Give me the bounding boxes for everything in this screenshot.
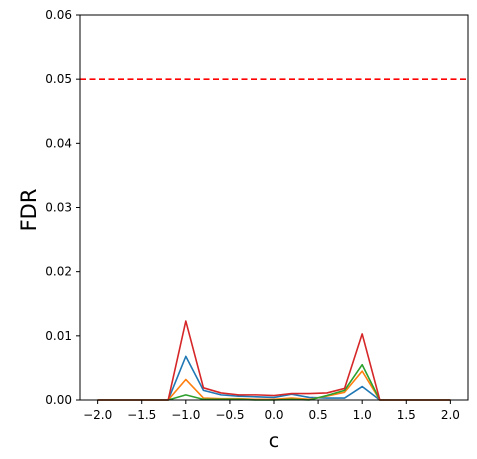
y-tick-label: 0.06 <box>45 8 72 22</box>
x-axis-ticks: −2.0 −1.5 −1.0 −0.5 0.0 0.5 1.0 1.5 2.0 <box>83 400 460 422</box>
y-tick-label: 0.01 <box>45 329 72 343</box>
x-tick-label: 0.5 <box>309 408 328 422</box>
y-tick-label: 0.04 <box>45 136 72 150</box>
x-axis-label: c <box>269 430 279 452</box>
y-tick-label: 0.03 <box>45 201 72 215</box>
plot-frame <box>79 14 469 401</box>
plot-layer <box>80 78 468 401</box>
x-tick-label: 2.0 <box>441 408 460 422</box>
y-axis-label: FDR <box>17 189 41 232</box>
x-tick-label: −1.5 <box>127 408 156 422</box>
series-line-4 <box>97 320 451 401</box>
y-tick-label: 0.02 <box>45 265 72 279</box>
y-tick-label: 0.00 <box>45 393 72 407</box>
series-line-1 <box>97 355 451 401</box>
x-tick-label: −2.0 <box>83 408 112 422</box>
x-tick-label: 1.5 <box>397 408 416 422</box>
y-tick-label: 0.05 <box>45 72 72 86</box>
x-tick-label: 0.0 <box>264 408 283 422</box>
x-tick-label: 1.0 <box>353 408 372 422</box>
y-axis-ticks: 0.00 0.01 0.02 0.03 0.04 0.05 0.06 <box>45 8 80 407</box>
x-tick-label: −0.5 <box>215 408 244 422</box>
x-tick-label: −1.0 <box>171 408 200 422</box>
